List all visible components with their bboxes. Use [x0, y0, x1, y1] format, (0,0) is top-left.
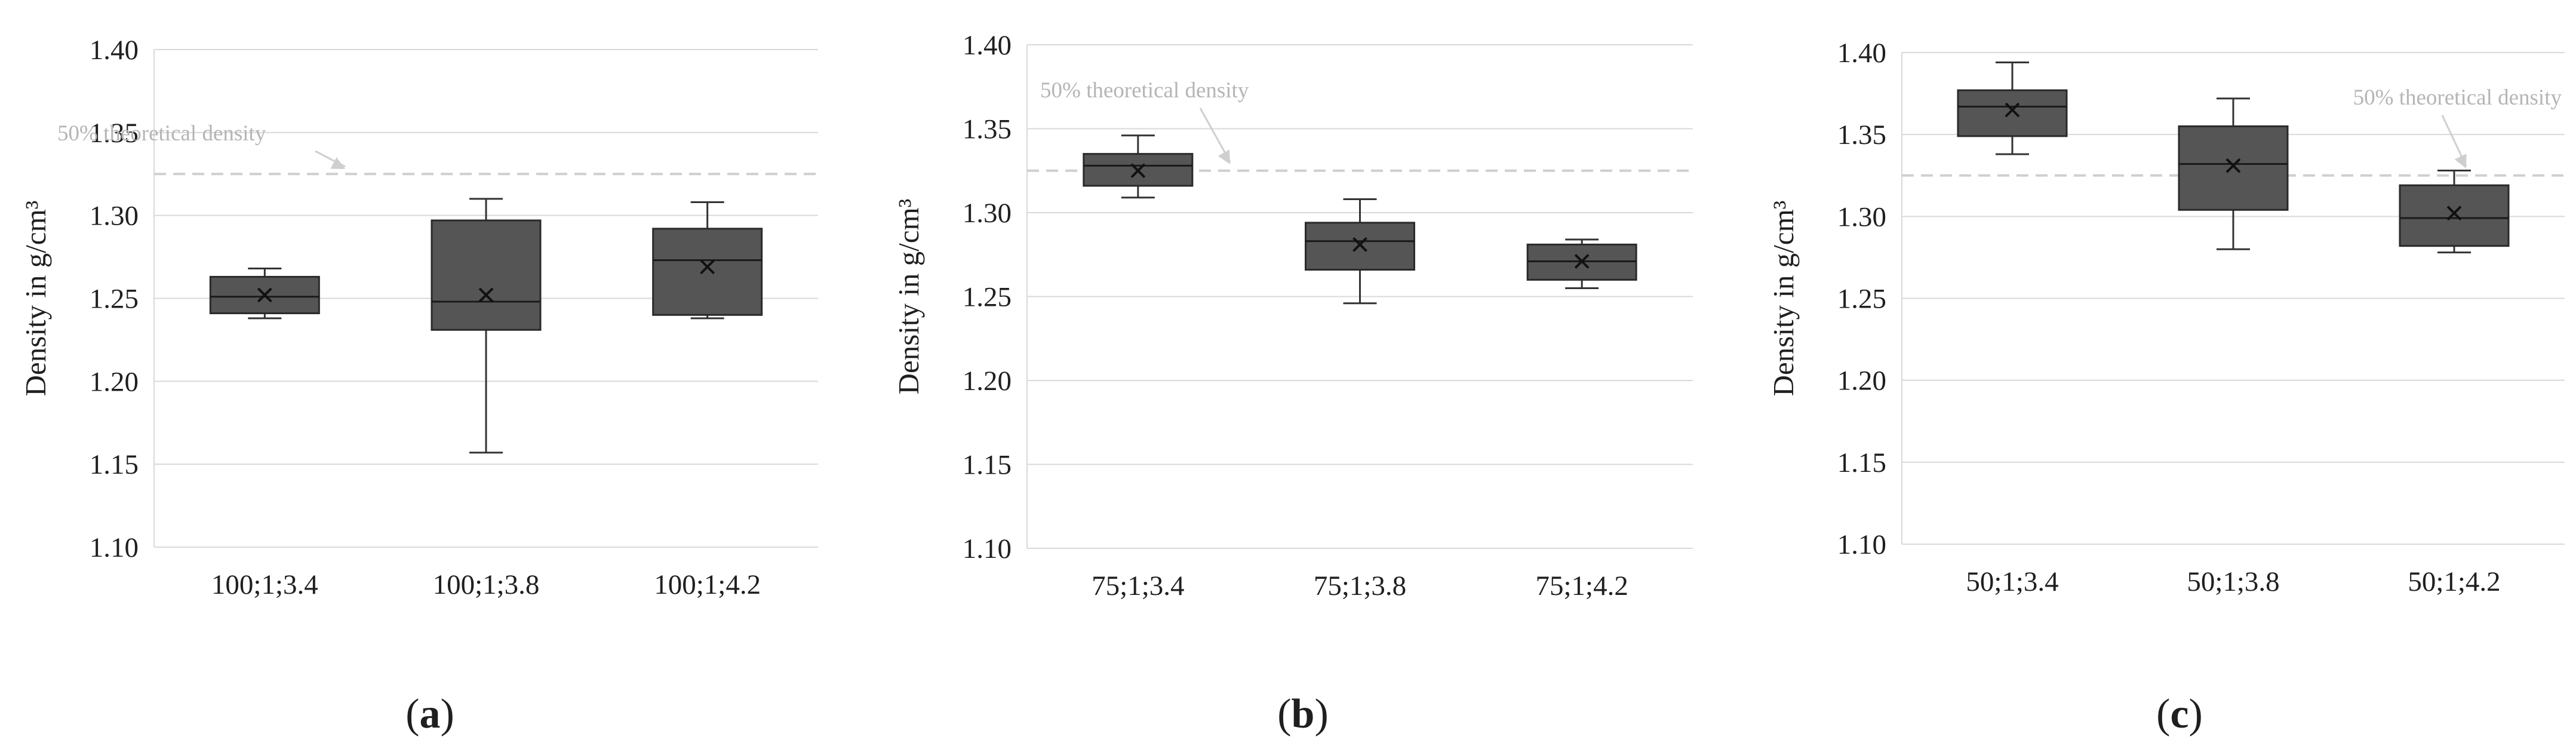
chart-panel-c: 1.10 1.15 1.20 1.25 1.30 1.35 1.40 Density in g…: [1767, 38, 2565, 737]
y-tick-label: 1.35: [90, 118, 139, 149]
y-tick-label: 1.10: [963, 533, 1012, 564]
reference-line-label: 50% theoretical density: [2353, 85, 2562, 110]
box-0: [1957, 61, 2068, 155]
box-body: [652, 228, 763, 316]
x-tick-label: 75;1;3.4: [1092, 570, 1184, 601]
box-body: [1957, 89, 2068, 137]
y-tick-label: 1.20: [963, 366, 1012, 397]
y-tick-label: 1.15: [90, 449, 139, 480]
box-2: [2399, 170, 2510, 254]
y-tick-label: 1.25: [90, 284, 139, 315]
y-axis-title: Density in g/cm³: [892, 199, 925, 395]
panel-label: (b): [1277, 691, 1329, 737]
reference-line-label: 50% theoretical density: [1040, 78, 1249, 103]
box-body: [2178, 125, 2289, 211]
y-tick-label: 1.20: [90, 366, 139, 397]
y-tick-label: 1.35: [963, 114, 1012, 145]
mean-marker: [257, 287, 272, 303]
box-0: [1083, 134, 1194, 199]
box-2: [652, 201, 763, 320]
y-axis-title: Density in g/cm³: [19, 201, 52, 397]
y-tick-label: 1.40: [90, 35, 139, 66]
y-tick-label: 1.35: [1837, 119, 1886, 151]
mean-marker: [700, 259, 715, 275]
x-tick-label: 75;1;3.8: [1314, 570, 1406, 601]
box-body: [431, 219, 542, 331]
mean-marker: [1130, 163, 1146, 179]
mean-marker: [2446, 205, 2462, 221]
x-tick-label: 75;1;4.2: [1535, 570, 1628, 601]
x-tick-label: 100;1;3.4: [211, 569, 318, 600]
y-tick-label: 1.40: [963, 30, 1012, 61]
box-body: [2399, 184, 2510, 247]
y-tick-label: 1.25: [1837, 284, 1886, 315]
box-1: [2178, 97, 2289, 250]
box-1: [431, 198, 542, 454]
reference-arrow-head: [2454, 154, 2467, 168]
mean-marker: [478, 287, 494, 303]
chart-panel-b: 1.10 1.15 1.20 1.25 1.30 1.35 1.40 Density in g…: [892, 30, 1693, 737]
panel-label: (a): [405, 691, 454, 737]
y-tick-label: 1.30: [963, 198, 1012, 229]
x-tick-label: 50;1;4.2: [2408, 566, 2500, 597]
mean-marker: [2005, 102, 2020, 118]
reference-arrow-head: [1218, 149, 1230, 164]
y-tick-label: 1.10: [90, 532, 139, 563]
panel-letter: a: [420, 691, 441, 737]
y-tick-label: 1.10: [1837, 529, 1886, 560]
y-tick-label: 1.40: [1837, 38, 1886, 69]
x-tick-label: 100;1;4.2: [654, 569, 761, 600]
mean-marker: [2225, 158, 2241, 173]
y-tick-label: 1.30: [90, 201, 139, 232]
box-2: [1526, 238, 1637, 289]
reference-arrow-head: [330, 157, 345, 169]
y-tick-label: 1.15: [1837, 447, 1886, 478]
x-tick-label: 50;1;3.8: [2187, 566, 2279, 597]
panel-label: (c): [2156, 691, 2203, 737]
panel-letter: c: [2170, 691, 2188, 737]
box-0: [209, 268, 320, 320]
x-tick-label: 50;1;3.4: [1966, 566, 2058, 597]
mean-marker: [1574, 254, 1590, 269]
reference-line-label: 50% theoretical density: [57, 121, 266, 146]
y-axis-title: Density in g/cm³: [1767, 201, 1800, 397]
x-tick-label: 100;1;3.8: [433, 569, 540, 600]
y-tick-label: 1.20: [1837, 366, 1886, 397]
y-tick-label: 1.30: [1837, 201, 1886, 232]
chart-panel-a: 1.10 1.15 1.20 1.25 1.30 1.35 1.40 Density in g…: [19, 35, 818, 737]
y-tick-label: 1.15: [963, 450, 1012, 481]
panel-letter: b: [1292, 691, 1315, 737]
box-1: [1305, 198, 1415, 305]
y-tick-label: 1.25: [963, 282, 1012, 313]
mean-marker: [1352, 237, 1367, 252]
